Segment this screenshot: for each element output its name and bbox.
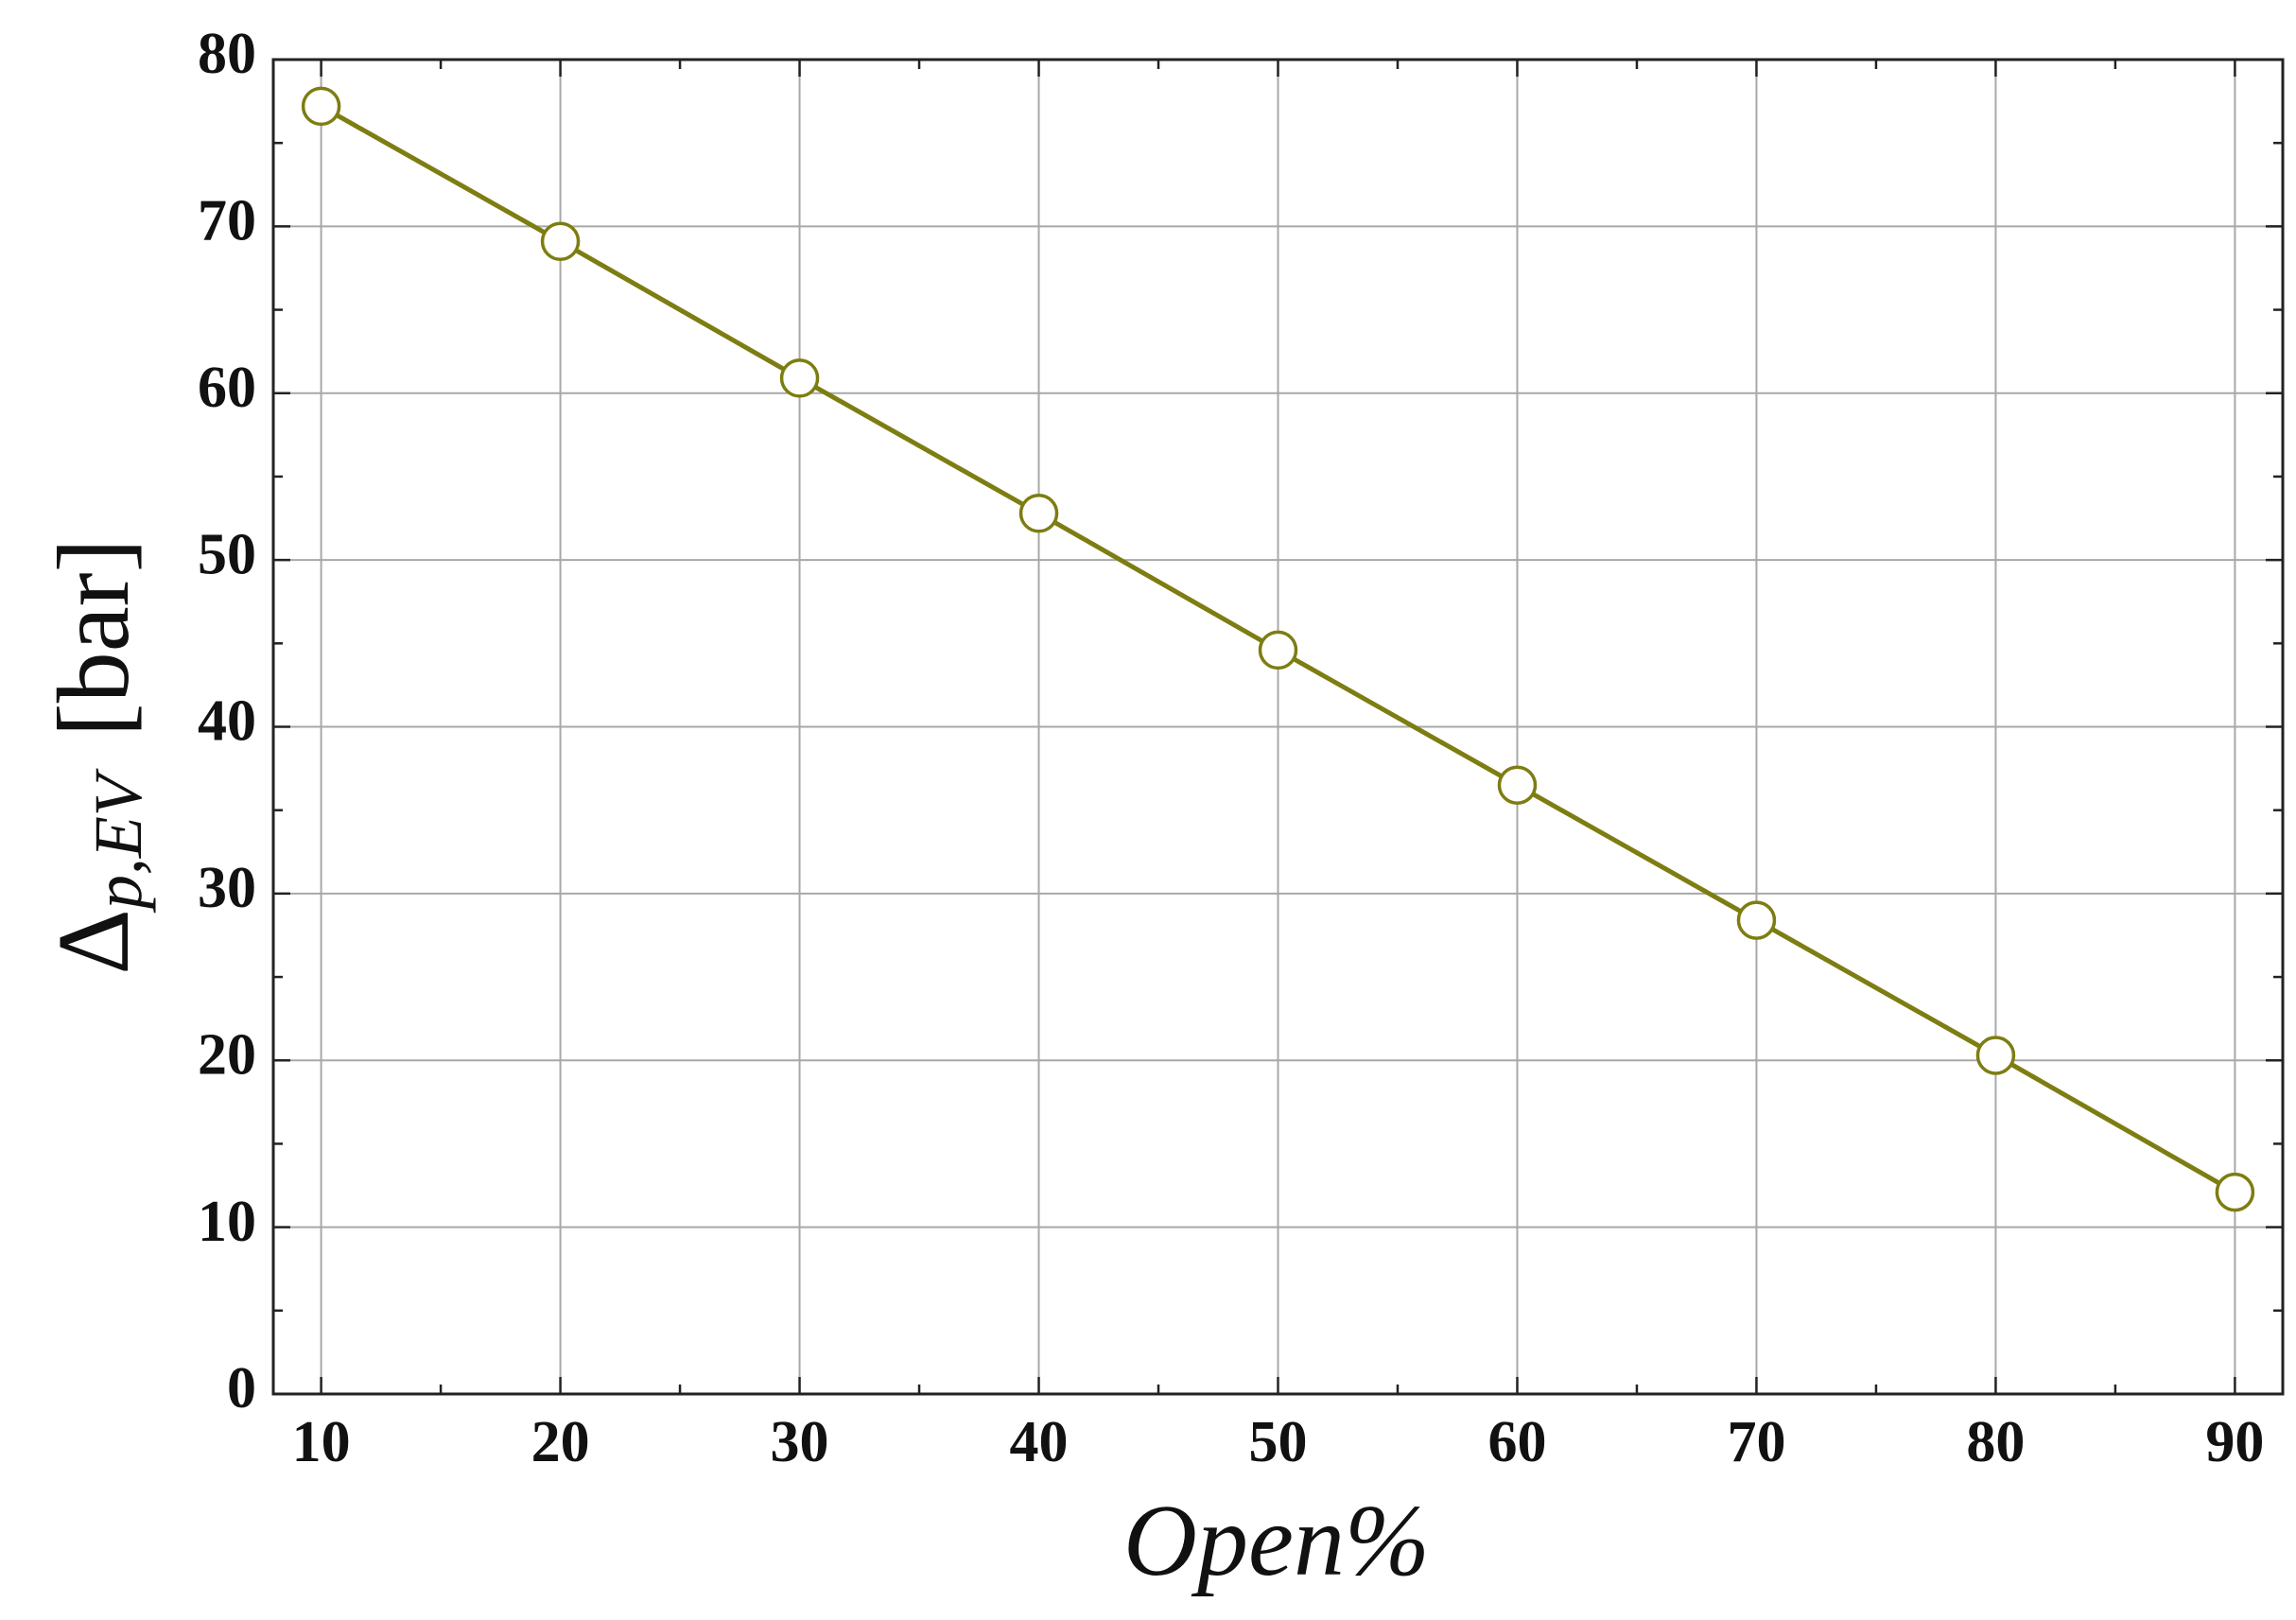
point bbox=[779, 358, 820, 398]
y-tick-label: 40 bbox=[198, 689, 256, 754]
x-tick-label: 50 bbox=[1249, 1410, 1308, 1474]
x-tick-label: 60 bbox=[1487, 1410, 1546, 1474]
y-tick-label: 50 bbox=[198, 522, 256, 586]
point bbox=[1736, 900, 1777, 940]
y-label-subscript: p,EV bbox=[80, 768, 156, 914]
point bbox=[1497, 765, 1538, 805]
y-axis-label: Δp,EV [bar] bbox=[38, 538, 156, 974]
x-tick-label: 30 bbox=[771, 1410, 829, 1474]
x-tick-label: 20 bbox=[531, 1410, 590, 1474]
x-tick-label: 10 bbox=[292, 1410, 351, 1474]
y-tick-label: 20 bbox=[198, 1022, 256, 1087]
x-tick-label: 90 bbox=[2205, 1410, 2264, 1474]
y-tick-label: 10 bbox=[198, 1190, 256, 1254]
point bbox=[2215, 1172, 2255, 1212]
x-axis-label: Open% bbox=[1123, 1485, 1430, 1597]
y-tick-label: 70 bbox=[198, 189, 256, 253]
y-label-symbol: Δ bbox=[38, 909, 150, 974]
y-tick-label: 0 bbox=[227, 1356, 256, 1420]
x-tick-label: 70 bbox=[1727, 1410, 1785, 1474]
y-axis-label-text: Δp,EV [bar] bbox=[38, 538, 156, 974]
y-tick-label: 60 bbox=[198, 356, 256, 420]
y-label-unit: [bar] bbox=[38, 538, 150, 737]
point bbox=[540, 221, 581, 261]
point bbox=[1258, 630, 1298, 671]
x-tick-label: 80 bbox=[1966, 1410, 2025, 1474]
point bbox=[301, 86, 341, 127]
plot-frame bbox=[271, 58, 2285, 1396]
y-tick-label: 80 bbox=[198, 22, 256, 86]
y-tick-label: 30 bbox=[198, 856, 256, 920]
point bbox=[1975, 1036, 2016, 1075]
point bbox=[1018, 493, 1059, 533]
x-tick-label: 40 bbox=[1010, 1410, 1069, 1474]
